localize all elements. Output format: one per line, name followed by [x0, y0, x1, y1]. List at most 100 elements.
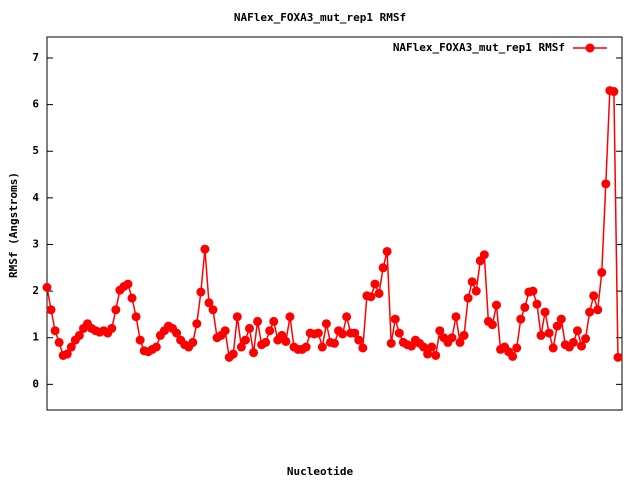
y-tick-label: 1: [32, 331, 39, 344]
data-point: [265, 326, 275, 336]
data-point: [370, 279, 380, 289]
y-tick-label: 4: [32, 191, 39, 204]
data-point: [589, 291, 599, 301]
data-point: [253, 316, 263, 326]
data-point: [249, 348, 259, 358]
data-point: [208, 305, 218, 315]
y-tick-label: 6: [32, 98, 39, 111]
data-point: [577, 341, 587, 351]
data-point: [613, 352, 623, 362]
data-point: [366, 292, 376, 302]
data-point: [512, 343, 522, 353]
data-point: [107, 323, 117, 333]
data-point: [172, 328, 182, 338]
data-point: [358, 343, 368, 353]
data-point: [427, 342, 437, 352]
data-point: [532, 299, 542, 309]
data-point: [204, 298, 214, 308]
data-point: [520, 302, 530, 312]
data-point: [232, 312, 242, 322]
data-point: [382, 246, 392, 256]
legend-label: NAFlex_FOXA3_mut_rep1 RMSf: [393, 41, 565, 54]
chart-title: NAFlex_FOXA3_mut_rep1 RMSf: [234, 11, 406, 24]
data-point: [540, 307, 550, 317]
data-point: [281, 336, 291, 346]
data-point: [451, 312, 461, 322]
data-point: [390, 314, 400, 324]
data-point: [572, 326, 582, 336]
data-point: [301, 342, 311, 352]
data-point: [228, 349, 238, 359]
data-point: [419, 342, 429, 352]
data-point: [463, 293, 473, 303]
data-point: [261, 337, 271, 347]
data-point: [42, 282, 52, 292]
data-point: [188, 337, 198, 347]
legend-marker: [585, 43, 595, 53]
data-point: [123, 279, 133, 289]
data-point: [455, 337, 465, 347]
data-point: [62, 349, 72, 359]
data-point: [386, 338, 396, 348]
data-point: [447, 333, 457, 343]
data-point: [491, 300, 501, 310]
data-point: [111, 305, 121, 315]
data-point: [317, 342, 327, 352]
data-point: [487, 320, 497, 330]
data-point: [50, 326, 60, 336]
data-point: [568, 337, 578, 347]
data-point: [593, 305, 603, 315]
y-tick-label: 3: [32, 237, 39, 250]
plot-frame: [46, 36, 623, 411]
data-point: [74, 330, 84, 340]
data-point: [127, 293, 137, 303]
y-tick-label: 2: [32, 284, 39, 297]
data-point: [435, 326, 445, 336]
data-point: [342, 312, 352, 322]
data-point: [374, 288, 384, 298]
data-point: [601, 179, 611, 189]
data-point: [236, 342, 246, 352]
data-point: [244, 323, 254, 333]
data-point: [196, 287, 206, 297]
data-point: [536, 330, 546, 340]
data-point: [338, 329, 348, 339]
data-point: [544, 328, 554, 338]
data-point: [354, 335, 364, 345]
data-point: [609, 87, 619, 97]
data-point: [471, 286, 481, 296]
data-point: [285, 312, 295, 322]
data-point: [54, 337, 64, 347]
data-point: [581, 334, 591, 344]
data-point: [135, 335, 145, 345]
data-point: [200, 244, 210, 254]
data-point: [516, 314, 526, 324]
data-point: [240, 335, 250, 345]
data-point: [269, 316, 279, 326]
data-point: [548, 343, 558, 353]
data-point: [467, 277, 477, 287]
data-point: [46, 305, 56, 315]
data-point: [66, 342, 76, 352]
data-point: [394, 328, 404, 338]
data-point: [192, 319, 202, 329]
y-tick-label: 0: [32, 377, 39, 390]
data-point: [508, 351, 518, 361]
y-axis-label: RMSf (Angstroms): [7, 172, 20, 278]
data-point: [321, 319, 331, 329]
data-point: [350, 328, 360, 338]
data-point: [151, 342, 161, 352]
data-point: [552, 321, 562, 331]
data-point: [131, 312, 141, 322]
data-point: [220, 326, 230, 336]
data-point: [528, 286, 538, 296]
y-tick-label: 7: [32, 51, 39, 64]
data-point: [423, 349, 433, 359]
data-point: [431, 350, 441, 360]
x-axis-label: Nucleotide: [287, 465, 354, 478]
data-point: [556, 314, 566, 324]
data-point: [585, 307, 595, 317]
data-point: [378, 263, 388, 273]
